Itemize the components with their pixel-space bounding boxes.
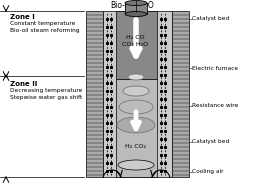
Text: H₂ CO₂: H₂ CO₂ (125, 145, 147, 149)
Text: Bio-oil: Bio-oil (110, 1, 134, 10)
Text: H₂ CO
CO₂ H₂O: H₂ CO CO₂ H₂O (122, 35, 148, 47)
Ellipse shape (118, 160, 154, 170)
Text: H₂O: H₂O (139, 1, 154, 10)
Text: Stepwise water gas shift: Stepwise water gas shift (10, 95, 82, 100)
Text: Electric furnace: Electric furnace (192, 66, 238, 70)
Text: Bio-oil steam reforming: Bio-oil steam reforming (10, 28, 80, 33)
Ellipse shape (123, 86, 149, 96)
Text: Resistance wire: Resistance wire (192, 103, 238, 108)
Ellipse shape (125, 12, 147, 16)
Bar (172, 11, 189, 177)
Text: Zone II: Zone II (10, 81, 37, 87)
Bar (116, 79, 157, 177)
Text: Zone I: Zone I (10, 14, 35, 20)
Text: Cooling air: Cooling air (192, 170, 224, 174)
Ellipse shape (125, 1, 147, 5)
Text: Decreasing temperature: Decreasing temperature (10, 88, 82, 93)
Bar (125, 3, 147, 14)
Text: Catalyst bed: Catalyst bed (192, 16, 229, 21)
Bar (103, 11, 172, 177)
Bar (86, 11, 103, 177)
Bar (116, 11, 157, 79)
Ellipse shape (117, 117, 155, 133)
Text: Constant temperature: Constant temperature (10, 21, 75, 26)
Ellipse shape (119, 100, 153, 114)
Text: Catalyst bed: Catalyst bed (192, 139, 229, 144)
Ellipse shape (128, 74, 144, 80)
